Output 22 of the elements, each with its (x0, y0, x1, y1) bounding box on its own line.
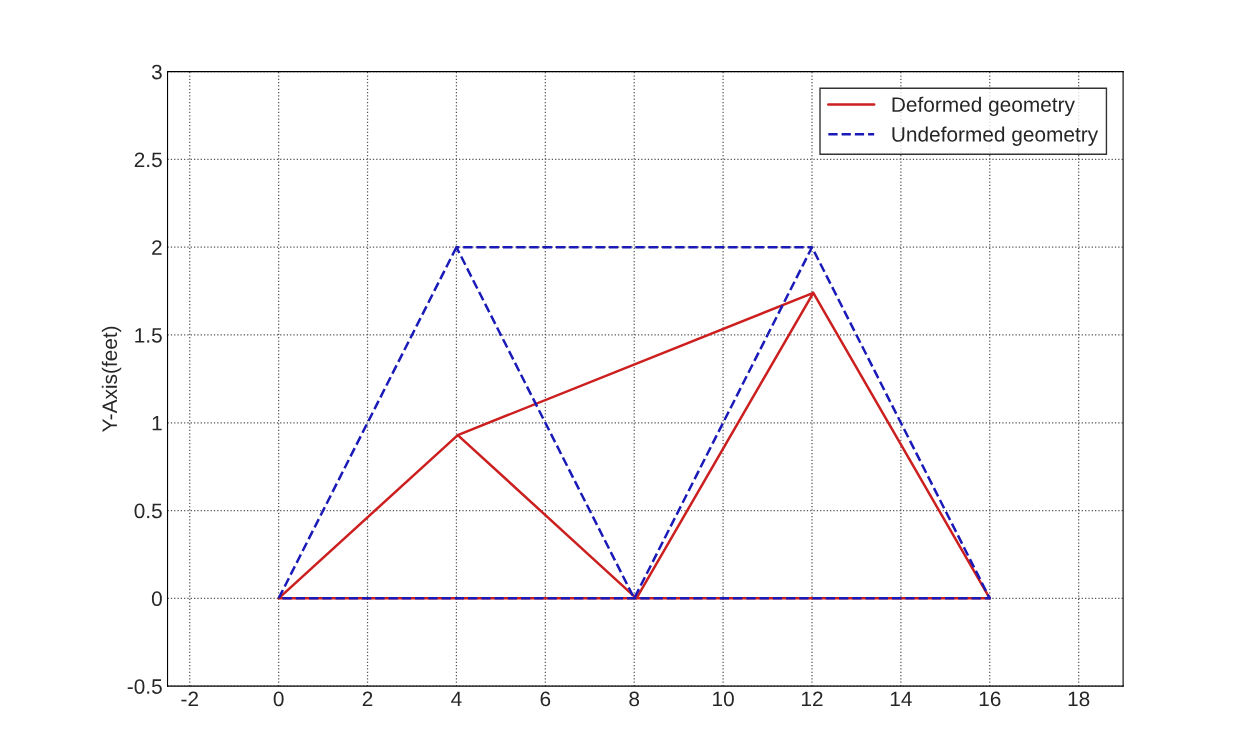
x-tick-label: 2 (362, 691, 373, 707)
y-tick-label: -0.5 (127, 679, 162, 694)
x-tick-label: 10 (713, 691, 734, 707)
y-tick-label: 2.5 (134, 152, 162, 168)
x-tick-label: 8 (629, 691, 640, 707)
y-tick-label: 2 (152, 240, 162, 255)
x-tick-label: 16 (979, 691, 1001, 707)
y-axis-title: Y-Axis(feet) (101, 326, 122, 432)
y-tick-label: 0.5 (134, 503, 162, 519)
y-tick-label: 1 (152, 415, 162, 431)
x-tick-label: 18 (1068, 691, 1090, 707)
x-tick-label: 0 (273, 691, 284, 707)
x-tick-label: -2 (181, 691, 198, 707)
x-tick-label: 6 (540, 691, 551, 707)
y-tick-label: 0 (151, 591, 162, 607)
legend-label: Undeformed geometry (892, 126, 1099, 146)
y-tick-label: 1.5 (135, 328, 162, 343)
y-tick-label: 3 (151, 64, 162, 80)
x-tick-label: 12 (801, 691, 823, 707)
x-tick-label: 14 (890, 691, 912, 707)
legend-label: Deformed geometry (892, 96, 1075, 117)
x-tick-label: 4 (451, 691, 462, 707)
